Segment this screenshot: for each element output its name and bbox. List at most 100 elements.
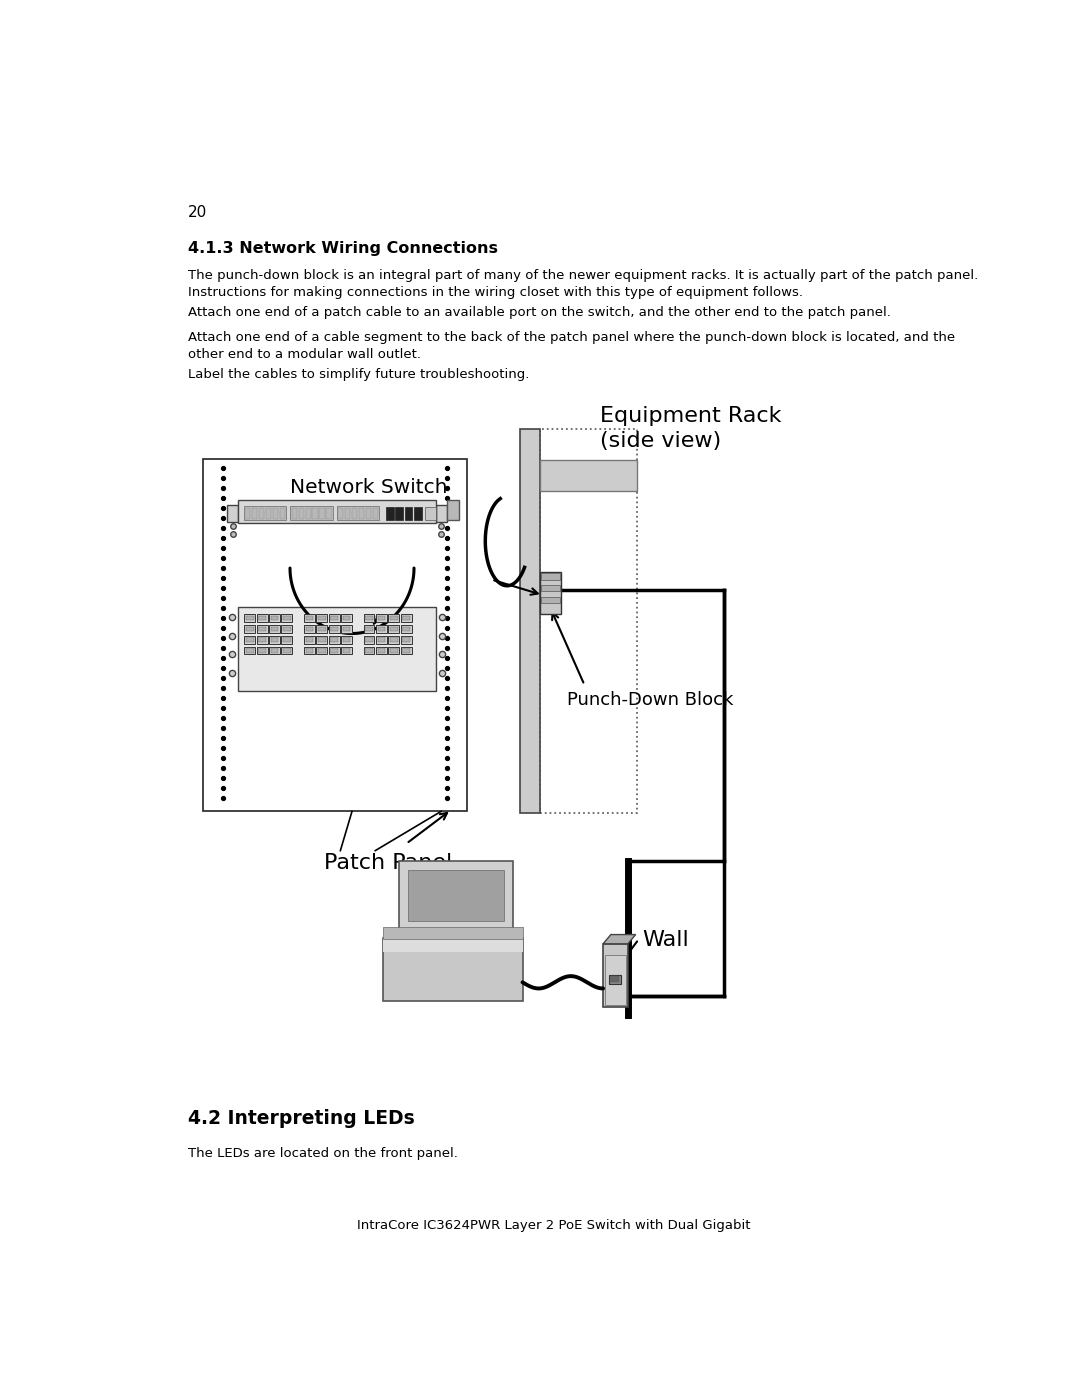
Text: 4.2 Interpreting LEDs: 4.2 Interpreting LEDs [188,1109,415,1127]
Bar [316,624,327,633]
Bar [376,636,387,644]
Bar [328,615,339,622]
Bar [373,509,378,518]
Bar [383,937,523,1000]
Bar [341,647,352,654]
Bar [337,507,379,520]
Bar [266,509,271,518]
Bar [316,647,327,654]
Bar [282,615,293,622]
Bar [403,637,410,643]
Bar [271,616,279,620]
Bar [330,637,338,643]
Bar [283,637,291,643]
Polygon shape [433,930,463,939]
Bar [364,647,375,654]
Bar [341,624,352,633]
Bar [403,627,410,631]
Bar [378,627,386,631]
Bar [258,637,266,643]
Text: Network Switch: Network Switch [291,478,447,497]
Bar [283,627,291,631]
Bar [292,509,297,518]
Text: Punch-Down Block: Punch-Down Block [567,692,733,710]
Bar [271,648,279,652]
Bar [435,504,446,522]
Bar [306,648,313,652]
Bar [318,627,326,631]
Bar [316,636,327,644]
Bar [238,606,435,692]
Bar [359,509,364,518]
Bar [541,585,559,591]
Bar [318,616,326,620]
Bar [378,616,386,620]
Bar [540,429,637,813]
Bar [306,616,313,620]
Bar [541,597,559,602]
Text: IntraCore IC3624PWR Layer 2 PoE Switch with Dual Gigabit: IntraCore IC3624PWR Layer 2 PoE Switch w… [356,1218,751,1232]
Text: The LEDs are located on the front panel.: The LEDs are located on the front panel. [188,1147,458,1160]
Text: 4.1.3 Network Wiring Connections: 4.1.3 Network Wiring Connections [188,240,498,256]
Bar [244,636,255,644]
Bar [364,624,375,633]
Bar [390,637,397,643]
Bar [252,509,257,518]
Bar [521,429,540,813]
Bar [389,647,400,654]
Bar [366,509,372,518]
Bar [328,624,339,633]
Text: Label the cables to simplify future troubleshooting.: Label the cables to simplify future trou… [188,367,529,381]
Bar [608,975,621,983]
Bar [376,647,387,654]
Bar [383,926,523,939]
Bar [246,627,254,631]
Bar [390,616,397,620]
Bar [257,624,268,633]
Bar [330,616,338,620]
Bar [395,507,403,520]
Bar [258,627,266,631]
Bar [328,647,339,654]
Text: The punch-down block is an integral part of many of the newer equipment racks. I: The punch-down block is an integral part… [188,270,978,299]
Bar [424,507,435,520]
Bar [342,616,350,620]
Bar [610,977,619,982]
Bar [271,627,279,631]
Bar [312,509,318,518]
Bar [338,509,343,518]
Bar [387,507,394,520]
Bar [330,648,338,652]
Bar [378,648,386,652]
Bar [282,624,293,633]
Bar [303,636,314,644]
Bar [326,509,332,518]
Bar [257,636,268,644]
Bar [408,870,504,921]
Bar [342,627,350,631]
Bar [298,509,303,518]
Bar [244,647,255,654]
Bar [365,648,373,652]
Bar [389,624,400,633]
Bar [390,627,397,631]
Bar [303,615,314,622]
Bar [376,615,387,622]
Bar [269,647,280,654]
Bar [541,573,559,580]
FancyBboxPatch shape [399,861,513,930]
Bar [376,624,387,633]
Bar [269,624,280,633]
Bar [259,509,265,518]
Bar [306,637,313,643]
Bar [316,615,327,622]
Bar [273,509,279,518]
Bar [269,615,280,622]
Bar [246,616,254,620]
Bar [238,500,435,524]
Bar [365,616,373,620]
Bar [603,944,627,1007]
Bar [401,615,411,622]
Bar [303,647,314,654]
Bar [320,509,325,518]
